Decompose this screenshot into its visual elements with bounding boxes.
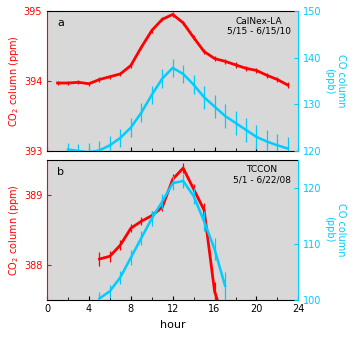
Y-axis label: CO column
(ppb): CO column (ppb) xyxy=(324,203,346,256)
Y-axis label: CO column
(ppb): CO column (ppb) xyxy=(324,54,346,108)
Y-axis label: CO$_2$ column (ppm): CO$_2$ column (ppm) xyxy=(7,184,21,276)
Text: CalNex-LA
5/15 - 6/15/10: CalNex-LA 5/15 - 6/15/10 xyxy=(227,17,291,36)
Text: a: a xyxy=(57,18,64,28)
X-axis label: hour: hour xyxy=(160,320,186,330)
Text: b: b xyxy=(57,167,64,177)
Text: TCCON
5/1 - 6/22/08: TCCON 5/1 - 6/22/08 xyxy=(233,165,291,185)
Y-axis label: CO$_2$ column (ppm): CO$_2$ column (ppm) xyxy=(7,35,21,127)
